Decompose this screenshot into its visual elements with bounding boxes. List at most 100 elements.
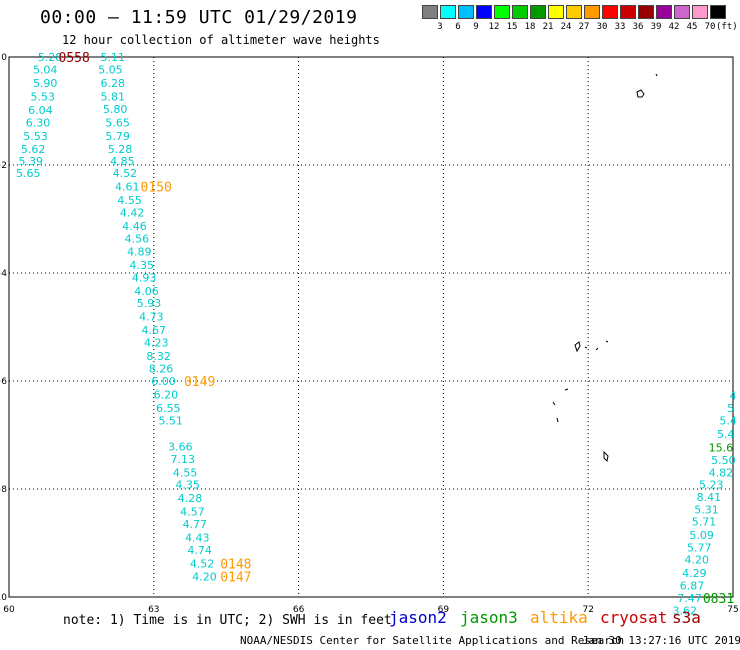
wave-height-point: 5.4 — [717, 428, 735, 441]
color-swatch — [692, 5, 708, 19]
color-swatch — [530, 5, 546, 19]
x-tick-label: 66 — [293, 605, 305, 615]
color-tick-label: 36 — [632, 22, 644, 32]
wave-height-point: 3.66 — [168, 440, 193, 453]
wave-height-point: 5.28 — [38, 51, 63, 64]
island-outline — [605, 340, 609, 343]
x-tick-label: 60 — [3, 605, 15, 615]
wave-height-point: 5.65 — [16, 167, 41, 180]
wave-height-point: 4.73 — [139, 311, 164, 324]
pass-time-label: 0831 — [703, 592, 734, 607]
wave-height-point: 5.4 — [719, 414, 737, 427]
island-outline — [564, 388, 569, 391]
y-tick-label: −2 — [0, 161, 7, 171]
wave-height-point: 4.52 — [190, 558, 215, 571]
plot-frame — [8, 56, 734, 598]
wave-height-point: 6.28 — [101, 77, 126, 90]
x-tick-label: 75 — [727, 605, 738, 615]
wave-height-point: 4.82 — [709, 466, 734, 479]
wave-height-point: 4.20 — [685, 554, 710, 567]
wave-height-point: 6.30 — [26, 116, 51, 129]
color-tick-label: 27 — [578, 22, 590, 32]
island-outline — [655, 73, 658, 77]
color-swatch — [674, 5, 690, 19]
wave-height-point: 4.93 — [132, 271, 157, 284]
wave-height-point: 5 — [727, 402, 734, 415]
wave-height-point: 5.77 — [687, 541, 712, 554]
color-tick-label: 24 — [560, 22, 572, 32]
wave-height-point: 4.57 — [180, 506, 205, 519]
color-tick-label: 15 — [506, 22, 518, 32]
wave-height-point: 4 — [730, 390, 737, 403]
wave-height-point: 4.43 — [185, 532, 210, 545]
wave-height-point: 5.81 — [101, 90, 126, 103]
wave-height-point: 8.32 — [146, 350, 171, 363]
color-tick-label: 12 — [488, 22, 500, 32]
color-swatch — [548, 5, 564, 19]
color-tick-label: 21 — [542, 22, 554, 32]
wave-height-point: 4.35 — [175, 479, 200, 492]
land-outlines — [552, 73, 658, 463]
wave-height-point: 5.28 — [108, 143, 133, 156]
pass-time-label: 0148 — [220, 558, 251, 573]
wave-height-point: 6.55 — [156, 402, 181, 415]
wave-height-point: 5.71 — [692, 515, 717, 528]
color-tick-label: 30 — [596, 22, 608, 32]
wave-height-point: 4.06 — [134, 285, 159, 298]
island-outline — [574, 341, 581, 353]
color-swatch — [638, 5, 654, 19]
wave-height-point: 5.31 — [694, 504, 719, 517]
wave-height-point: 5.23 — [699, 479, 724, 492]
color-tick-label: 33 — [614, 22, 626, 32]
wave-height-point: 4.28 — [178, 492, 203, 505]
y-tick-label: −4 — [0, 269, 7, 279]
wave-height-point: 5.80 — [103, 103, 128, 116]
color-swatch — [494, 5, 510, 19]
generated-timestamp: Jan 30 13:27:16 UTC 2019 — [582, 634, 740, 647]
chart-grid — [9, 57, 733, 597]
wave-height-point: 4.56 — [125, 232, 150, 245]
island-outline — [584, 346, 588, 349]
satellite-legend-s3a: s3a — [672, 608, 701, 627]
wave-height-point: 6.04 — [28, 104, 53, 117]
wave-height-point: 5.50 — [711, 454, 736, 467]
color-tick-label: 3 — [437, 22, 443, 32]
color-tick-label: 70 — [704, 22, 716, 32]
wave-height-point: 6.87 — [680, 580, 705, 593]
wave-height-point: 5.65 — [105, 116, 130, 129]
wave-height-point: 4.29 — [682, 567, 707, 580]
wave-height-point: 4.85 — [110, 155, 135, 168]
wave-height-point: 4.42 — [120, 207, 145, 220]
satellite-legend-cryosat: cryosat — [600, 608, 668, 627]
credit-line: NOAA/NESDIS Center for Satellite Applica… — [240, 634, 625, 647]
x-tick-label: 69 — [438, 605, 450, 615]
y-tick-label: −8 — [0, 485, 7, 495]
pass-time-label: 0150 — [141, 181, 172, 196]
wave-height-point: 4.46 — [122, 220, 147, 233]
color-swatch — [584, 5, 600, 19]
color-tick-label: 42 — [668, 22, 680, 32]
y-tick-label: −10 — [0, 593, 7, 603]
island-outline — [603, 450, 609, 463]
wave-height-point: 4.20 — [192, 570, 217, 583]
wave-height-point: 5.51 — [158, 414, 183, 427]
wave-height-point: 4.74 — [187, 544, 212, 557]
color-tick-label: 39 — [650, 22, 662, 32]
wave-height-point: 5.39 — [18, 155, 43, 168]
island-outline — [552, 401, 556, 406]
wave-height-point: 5.62 — [21, 143, 46, 156]
wave-height-point: 4.89 — [127, 245, 152, 258]
wave-height-point: 4.67 — [142, 324, 167, 337]
wave-height-point: 5.53 — [31, 90, 56, 103]
satellite-legend-jason3: jason3 — [460, 608, 518, 627]
island-outline — [556, 417, 559, 423]
chart-axes: 60 63 66 69 72 75 0 −2 −4 −6 −8 −10 — [0, 53, 739, 615]
wave-height-point: 5.05 — [98, 63, 123, 76]
wave-height-point: 4.35 — [129, 259, 154, 272]
wave-height-point: 3.62 — [672, 605, 697, 618]
color-swatch — [458, 5, 474, 19]
color-swatch — [656, 5, 672, 19]
color-swatch — [566, 5, 582, 19]
pass-time-label: 0558 — [59, 51, 90, 66]
wave-height-point: 5.04 — [33, 63, 58, 76]
